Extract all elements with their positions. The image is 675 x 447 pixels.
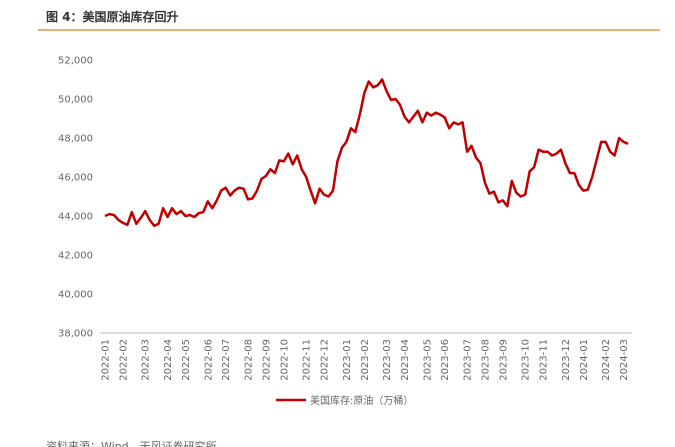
x-tick-label: 2023-06 [440,339,451,381]
x-tick-label: 2023-10 [521,339,532,381]
x-tick-label: 2022-07 [221,339,232,381]
legend-label: 美国库存:原油（万桶） [310,394,413,407]
x-tick-label: 2022-09 [261,339,272,381]
source: 资料来源：Wind，天风证券研究所 [46,439,217,447]
y-tick-label: 46,000 [58,173,93,184]
y-tick-label: 52,000 [58,56,93,67]
x-tick-label: 2024-02 [601,339,612,381]
x-tick-label: 2024-01 [579,339,590,381]
x-tick-label: 2022-03 [141,339,152,381]
x-tick-label: 2023-02 [360,339,371,381]
x-tick-label: 2023-12 [561,339,572,381]
x-tick-label: 2022-12 [320,339,331,381]
y-tick-label: 48,000 [58,134,93,145]
x-tick-label: 2022-04 [163,339,174,381]
x-tick-label: 2023-09 [498,339,509,381]
x-tick-label: 2022-01 [101,339,112,381]
x-tick-label: 2022-02 [118,339,129,381]
x-tick-label: 2024-03 [619,339,630,381]
y-tick-label: 44,000 [58,212,93,223]
y-tick-label: 38,000 [58,329,93,340]
x-tick-label: 2022-08 [244,339,255,381]
x-tick-label: 2023-08 [480,339,491,381]
x-tick-label: 2022-06 [203,339,214,381]
x-tick-label: 2023-01 [342,339,353,381]
y-tick-label: 40,000 [58,290,93,301]
line-series [104,78,629,228]
chart-title: 图 4：美国原油库存回升 [46,9,179,24]
y-tick-label: 50,000 [58,95,93,106]
y-tick-label: 42,000 [58,251,93,262]
x-tick-label: 2022-05 [181,339,192,381]
x-tick-label: 2023-03 [382,339,393,381]
x-tick-label: 2022-11 [302,339,313,381]
x-tick-label: 2023-07 [463,339,474,381]
x-tick-label: 2022-10 [279,339,290,381]
x-tick-label: 2023-11 [539,339,550,381]
x-tick-label: 2023-05 [422,339,433,381]
x-tick-label: 2023-04 [400,339,411,381]
